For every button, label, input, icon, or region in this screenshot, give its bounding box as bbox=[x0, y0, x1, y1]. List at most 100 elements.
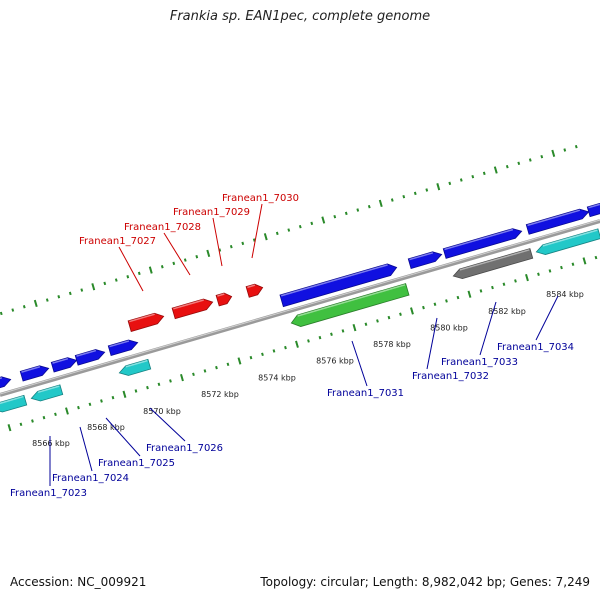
top-tick-mark bbox=[551, 149, 556, 157]
gene-label: Franean1_7025 bbox=[98, 458, 175, 469]
bottom-tick-mark bbox=[203, 369, 207, 373]
top-tick-mark bbox=[148, 266, 153, 274]
top-tick-mark bbox=[356, 208, 360, 212]
top-tick-mark bbox=[321, 216, 326, 224]
gene-arrow-reverse bbox=[171, 298, 214, 320]
gene-arrow-forward-shine bbox=[527, 209, 581, 227]
bottom-tick-mark bbox=[376, 319, 379, 323]
bottom-tick-mark bbox=[352, 323, 357, 332]
bottom-tick-mark bbox=[31, 419, 34, 423]
scale-label: 8584 kbp bbox=[546, 290, 584, 299]
bottom-tick-mark bbox=[192, 372, 195, 377]
bottom-tick-mark bbox=[134, 389, 138, 393]
top-tick-mark bbox=[91, 283, 96, 291]
bottom-tick-mark bbox=[318, 335, 322, 340]
top-tick-mark bbox=[80, 288, 84, 292]
top-tick-mark bbox=[33, 299, 38, 308]
top-tick-mark bbox=[528, 158, 532, 162]
gene-label-leader bbox=[426, 317, 438, 370]
top-tick-mark bbox=[45, 298, 49, 302]
scale-label: 8568 kbp bbox=[87, 423, 125, 432]
gene-label: Franean1_7024 bbox=[52, 473, 129, 484]
gene-label: Franean1_7032 bbox=[412, 371, 489, 382]
gene-label: Franean1_7033 bbox=[441, 357, 518, 368]
gene-label-leader bbox=[149, 407, 186, 442]
top-tick-mark bbox=[493, 166, 498, 174]
gene-arrow-reverse-shine bbox=[173, 299, 204, 310]
bottom-tick-mark bbox=[157, 382, 161, 387]
bottom-tick-mark bbox=[399, 312, 402, 316]
bottom-tick-mark bbox=[410, 307, 414, 315]
gene-box-lower bbox=[452, 248, 534, 280]
bottom-tick-mark bbox=[180, 373, 184, 382]
top-tick-mark bbox=[195, 255, 199, 259]
scale-label: 8578 kbp bbox=[373, 340, 411, 349]
gene-arrow-forward-shine bbox=[444, 228, 514, 251]
top-tick-mark bbox=[310, 221, 314, 226]
gene-arrow-forward-shine bbox=[21, 366, 41, 373]
bottom-tick-mark bbox=[237, 357, 242, 365]
bottom-tick-mark bbox=[548, 269, 552, 273]
gene-arrow-forward bbox=[19, 365, 50, 382]
top-tick-mark bbox=[126, 275, 130, 279]
top-tick-mark bbox=[22, 305, 26, 309]
bottom-tick-mark bbox=[295, 340, 299, 348]
bottom-tick-mark bbox=[594, 255, 598, 260]
genome-axis-highlight bbox=[0, 219, 600, 395]
gene-arrow-forward-shine bbox=[109, 340, 130, 348]
gene-arrow-forward bbox=[442, 228, 523, 259]
bottom-tick-mark bbox=[456, 295, 460, 300]
top-tick-mark bbox=[229, 244, 233, 249]
bottom-tick-mark bbox=[341, 329, 345, 333]
bottom-tick-mark bbox=[445, 299, 448, 303]
gene-arrow-forward bbox=[0, 376, 12, 389]
top-tick-mark bbox=[448, 181, 452, 186]
gene-arrow-reverse-shine bbox=[217, 293, 225, 297]
gene-label: Franean1_7027 bbox=[79, 236, 156, 247]
bottom-tick-mark bbox=[226, 362, 230, 367]
top-tick-mark bbox=[367, 204, 371, 209]
gene-label: Franean1_7029 bbox=[173, 207, 250, 218]
bottom-tick-mark bbox=[307, 339, 310, 343]
top-tick-mark bbox=[275, 231, 279, 236]
bottom-tick-mark bbox=[422, 305, 425, 310]
top-tick-mark bbox=[459, 178, 463, 182]
top-tick-mark bbox=[114, 278, 118, 282]
gene-label: Franean1_7026 bbox=[146, 443, 223, 454]
gene-box-lower-shine bbox=[297, 284, 406, 317]
bottom-tick-mark bbox=[387, 315, 391, 320]
gene-box-lower bbox=[30, 384, 64, 402]
gene-label-leader bbox=[118, 246, 144, 292]
top-tick-mark bbox=[287, 228, 291, 232]
top-tick-mark bbox=[505, 164, 509, 169]
bottom-tick-mark bbox=[467, 290, 472, 298]
top-tick-mark bbox=[333, 214, 337, 219]
gene-arrow-reverse bbox=[215, 292, 233, 307]
gene-arrow-forward-shine bbox=[52, 357, 69, 364]
accession-text: Accession: NC_009921 bbox=[10, 575, 147, 589]
top-tick-mark bbox=[183, 258, 187, 262]
map-title: Frankia sp. EAN1pec, complete genome bbox=[169, 9, 431, 24]
bottom-tick-mark bbox=[19, 422, 23, 427]
top-tick-mark bbox=[436, 183, 441, 191]
bottom-tick-mark bbox=[249, 355, 253, 360]
bottom-tick-mark bbox=[525, 273, 529, 282]
top-tick-mark bbox=[482, 171, 486, 176]
gene-arrow-forward-shine bbox=[281, 264, 388, 297]
top-tick-mark bbox=[137, 271, 141, 276]
top-tick-mark bbox=[298, 224, 302, 229]
gene-box-lower bbox=[290, 283, 410, 327]
bottom-tick-mark bbox=[42, 415, 46, 420]
gene-arrow-forward bbox=[279, 263, 398, 308]
bottom-tick-mark bbox=[111, 395, 115, 400]
bottom-tick-mark bbox=[122, 390, 127, 398]
top-tick-mark bbox=[103, 281, 107, 286]
gene-box-lower-shine bbox=[37, 385, 60, 394]
bottom-tick-mark bbox=[571, 262, 575, 266]
bottom-tick-mark bbox=[54, 412, 57, 417]
bottom-tick-mark bbox=[479, 289, 483, 293]
top-tick-mark bbox=[11, 308, 15, 312]
gene-arrow-forward-shine bbox=[76, 349, 97, 357]
gene-label-leader bbox=[163, 232, 191, 276]
top-tick-mark bbox=[241, 241, 245, 246]
